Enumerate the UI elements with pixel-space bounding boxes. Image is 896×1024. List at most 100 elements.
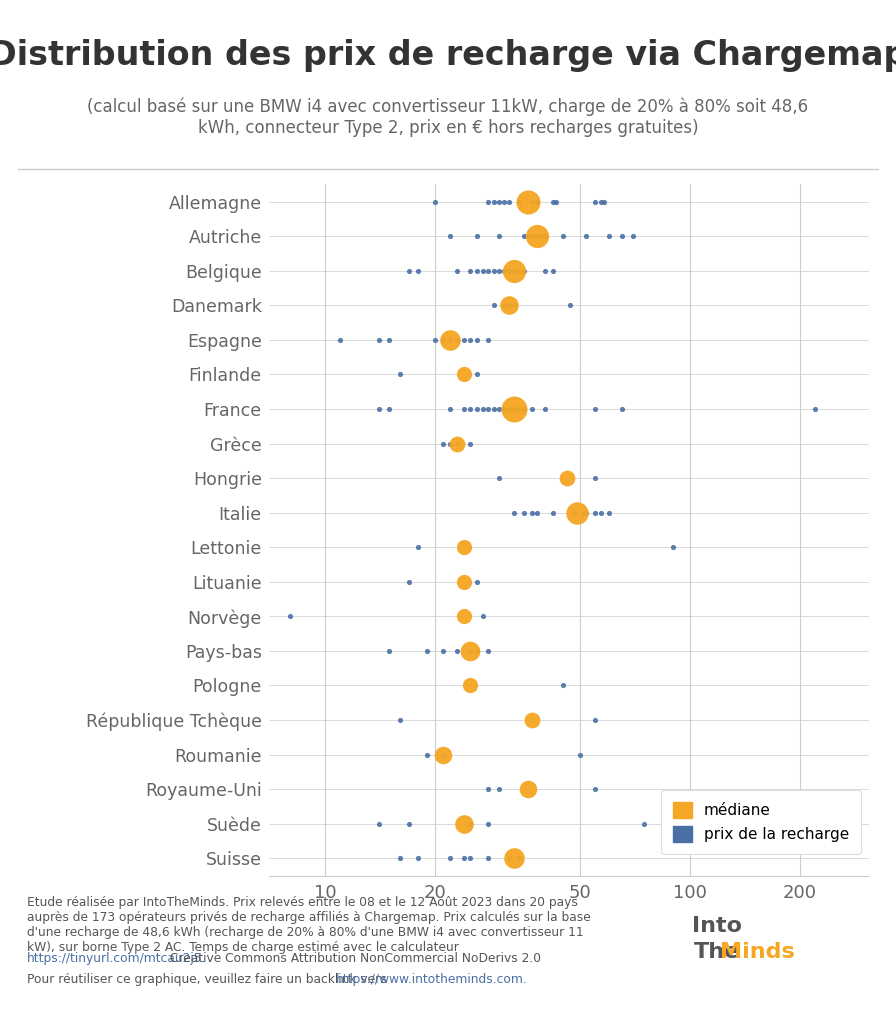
Point (516, 505, 530, 521)
Point (573, 746, 588, 763)
Point (383, 332, 397, 348)
Point (521, 781, 535, 798)
Point (579, 505, 593, 521)
Point (428, 194, 443, 210)
Point (512, 262, 526, 279)
Point (443, 400, 457, 417)
Point (594, 194, 608, 210)
Point (615, 400, 629, 417)
Point (507, 850, 521, 866)
Point (457, 815, 471, 831)
Point (666, 539, 680, 555)
Text: Into: Into (692, 916, 742, 937)
Point (470, 643, 484, 659)
Point (476, 262, 490, 279)
Point (492, 470, 506, 486)
Point (333, 332, 348, 348)
Point (507, 400, 521, 417)
Point (538, 228, 552, 245)
Point (492, 781, 506, 798)
Point (481, 262, 495, 279)
Point (588, 781, 602, 798)
Point (516, 262, 530, 279)
Text: https://www.intotheminds.com.: https://www.intotheminds.com. (336, 973, 528, 986)
Point (512, 194, 526, 210)
Point (476, 400, 490, 417)
Point (463, 332, 478, 348)
Text: The: The (694, 942, 740, 963)
Point (457, 367, 471, 383)
Point (512, 400, 526, 417)
Point (450, 332, 464, 348)
Point (450, 643, 464, 659)
Point (597, 194, 611, 210)
Point (530, 228, 544, 245)
Point (470, 573, 484, 590)
Point (402, 262, 417, 279)
Point (503, 297, 517, 313)
Point (383, 400, 397, 417)
Point (530, 228, 544, 245)
Text: Pour réutiliser ce graphique, veuillez faire un backlink vers: Pour réutiliser ce graphique, veuillez f… (27, 973, 391, 986)
Point (516, 228, 530, 245)
Point (487, 297, 501, 313)
Point (372, 332, 386, 348)
Point (507, 262, 521, 279)
Point (525, 400, 539, 417)
Point (392, 712, 407, 728)
Point (594, 505, 608, 521)
Point (481, 400, 495, 417)
Point (428, 332, 443, 348)
Point (534, 228, 548, 245)
Point (588, 194, 602, 210)
Point (411, 850, 426, 866)
Point (470, 367, 484, 383)
Text: Creative Commons Attribution NonCommercial NoDerivs 2.0: Creative Commons Attribution NonCommerci… (166, 952, 541, 966)
Point (503, 194, 517, 210)
Point (392, 850, 407, 866)
Point (443, 332, 457, 348)
Point (521, 228, 535, 245)
Point (807, 400, 822, 417)
Point (588, 400, 602, 417)
Point (443, 332, 457, 348)
Point (503, 262, 517, 279)
Point (457, 850, 471, 866)
Point (435, 746, 450, 763)
Point (411, 262, 426, 279)
Point (521, 194, 535, 210)
Point (457, 608, 471, 625)
Point (435, 643, 450, 659)
Point (525, 194, 539, 210)
Text: Distribution des prix de recharge via Chargemap: Distribution des prix de recharge via Ch… (0, 39, 896, 72)
Point (602, 228, 616, 245)
Point (419, 643, 434, 659)
Point (497, 194, 512, 210)
Point (402, 815, 417, 831)
Point (481, 332, 495, 348)
Point (546, 194, 560, 210)
Point (283, 608, 297, 625)
Point (497, 262, 512, 279)
Point (463, 815, 478, 831)
Point (457, 400, 471, 417)
Point (503, 400, 517, 417)
Point (411, 539, 426, 555)
Point (588, 505, 602, 521)
Point (457, 332, 471, 348)
Point (507, 400, 521, 417)
Point (588, 712, 602, 728)
Point (372, 815, 386, 831)
Point (470, 228, 484, 245)
Point (463, 677, 478, 693)
Point (487, 400, 501, 417)
Point (435, 332, 450, 348)
Point (497, 297, 512, 313)
Point (570, 505, 584, 521)
Point (435, 435, 450, 452)
Point (392, 367, 407, 383)
Point (503, 850, 517, 866)
Point (560, 470, 574, 486)
Point (525, 712, 539, 728)
Point (579, 228, 593, 245)
